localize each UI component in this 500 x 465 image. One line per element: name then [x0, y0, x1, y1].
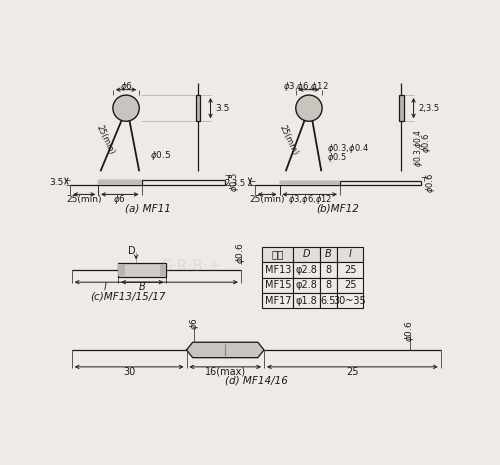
- Text: φ2.8: φ2.8: [296, 265, 318, 275]
- Text: 型号: 型号: [272, 249, 284, 259]
- Text: 3.5: 3.5: [49, 178, 64, 187]
- Text: l: l: [348, 249, 352, 259]
- Text: $\phi$6: $\phi$6: [188, 317, 201, 330]
- Text: 25: 25: [344, 265, 356, 275]
- Text: MF13: MF13: [265, 265, 291, 275]
- Text: 25(min): 25(min): [66, 194, 102, 204]
- Text: $\phi$3,$\phi$6,$\phi$12: $\phi$3,$\phi$6,$\phi$12: [288, 193, 332, 206]
- Text: (b)MF12: (b)MF12: [316, 203, 359, 213]
- Bar: [262, 262, 294, 278]
- Bar: [337, 278, 363, 293]
- Text: $\phi$3,$\phi$6,$\phi$12: $\phi$3,$\phi$6,$\phi$12: [283, 80, 329, 93]
- Bar: [262, 247, 294, 262]
- Text: φ1.8: φ1.8: [296, 296, 318, 306]
- Text: G·R·B·+: G·R·B·+: [160, 259, 220, 273]
- Bar: [320, 293, 337, 308]
- Text: D: D: [128, 246, 136, 256]
- Text: $\phi$0.3,$\phi$0.4: $\phi$0.3,$\phi$0.4: [412, 129, 425, 167]
- Bar: [399, 95, 404, 121]
- Text: $\phi$0.6: $\phi$0.6: [403, 321, 416, 342]
- Text: 30: 30: [123, 366, 136, 377]
- Text: 2,3.5: 2,3.5: [224, 179, 246, 188]
- Text: (d) MF14/16: (d) MF14/16: [225, 376, 288, 386]
- Bar: [294, 247, 320, 262]
- Text: 2,3.5: 2,3.5: [418, 104, 440, 113]
- Bar: [320, 278, 337, 293]
- Text: $\phi$0.5: $\phi$0.5: [327, 151, 347, 164]
- Bar: [118, 264, 124, 276]
- Text: MF15: MF15: [264, 280, 291, 290]
- Bar: [337, 262, 363, 278]
- Bar: [294, 262, 320, 278]
- Text: MF17: MF17: [264, 296, 291, 306]
- Text: 3.5: 3.5: [215, 104, 230, 113]
- Bar: [337, 247, 363, 262]
- Text: 25(min): 25(min): [250, 194, 285, 204]
- Bar: [160, 264, 166, 276]
- Text: (c)MF13/15/17: (c)MF13/15/17: [90, 291, 166, 301]
- Bar: [98, 180, 142, 185]
- Text: B: B: [139, 282, 145, 292]
- Text: φ2.8: φ2.8: [296, 280, 318, 290]
- Text: $\phi$6: $\phi$6: [114, 193, 126, 206]
- Text: (a) MF11: (a) MF11: [125, 203, 170, 213]
- Text: $\phi$0.3,$\phi$0.4: $\phi$0.3,$\phi$0.4: [327, 142, 368, 155]
- Text: 30~35: 30~35: [334, 296, 366, 306]
- Bar: [118, 263, 166, 277]
- Text: $\phi$0.6: $\phi$0.6: [234, 242, 247, 264]
- Text: $\phi$0.6: $\phi$0.6: [420, 133, 433, 153]
- Bar: [280, 181, 340, 185]
- Text: $\phi$0.5: $\phi$0.5: [228, 173, 241, 193]
- Text: $\phi$6: $\phi$6: [120, 80, 132, 93]
- Bar: [294, 293, 320, 308]
- Text: 25: 25: [344, 280, 356, 290]
- Text: B: B: [325, 249, 332, 259]
- Bar: [262, 293, 294, 308]
- Text: D: D: [303, 249, 310, 259]
- Circle shape: [296, 95, 322, 121]
- Text: 8: 8: [326, 265, 332, 275]
- Text: $\phi$0.5: $\phi$0.5: [150, 149, 172, 162]
- Text: $\phi$0.6: $\phi$0.6: [424, 173, 436, 193]
- Text: l: l: [104, 282, 106, 292]
- Circle shape: [113, 95, 139, 121]
- Bar: [320, 262, 337, 278]
- Bar: [262, 278, 294, 293]
- Text: 25(mm): 25(mm): [277, 123, 299, 156]
- Text: 8: 8: [326, 280, 332, 290]
- Text: 16(max): 16(max): [204, 366, 246, 377]
- Bar: [196, 95, 200, 121]
- Bar: [337, 293, 363, 308]
- Text: 25(min): 25(min): [94, 124, 116, 156]
- Polygon shape: [186, 342, 264, 358]
- Bar: [320, 247, 337, 262]
- Text: 25: 25: [346, 366, 358, 377]
- Text: 6.5: 6.5: [320, 296, 336, 306]
- Bar: [294, 278, 320, 293]
